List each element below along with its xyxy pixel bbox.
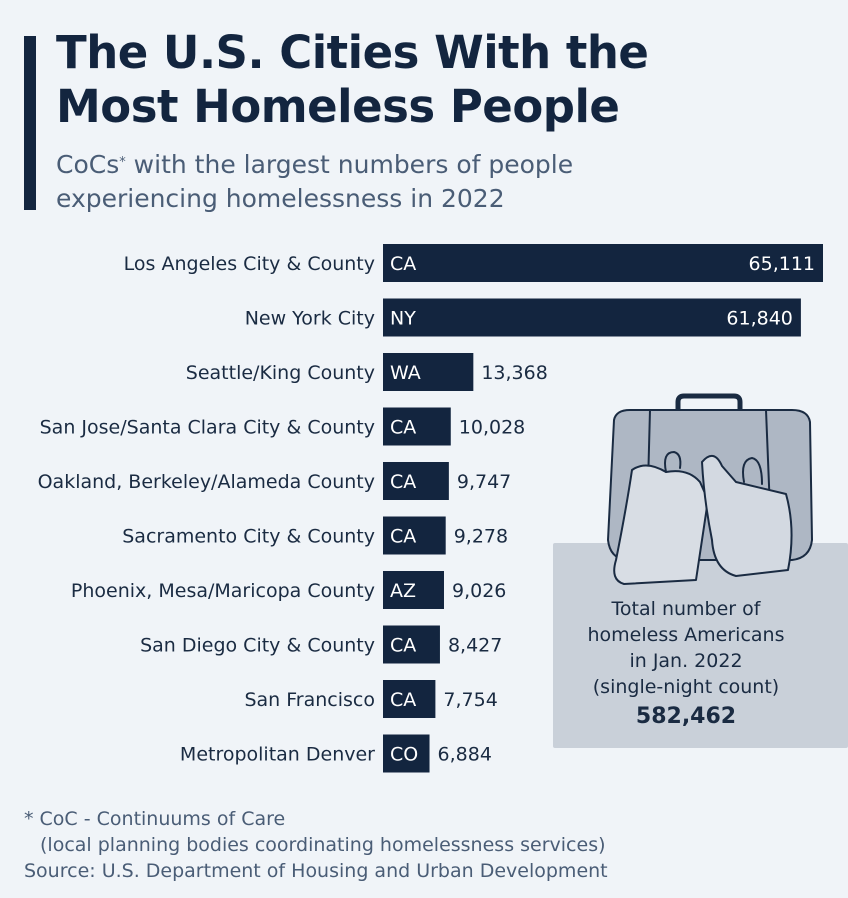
bag-icon [607,393,813,585]
value-label: 9,026 [452,580,506,602]
info-line-3: in Jan. 2022 [629,650,743,672]
category-label: Sacramento City & County [122,526,375,548]
bar [383,516,446,555]
info-line-1: Total number of [611,598,761,620]
bar [383,625,440,664]
value-label: 9,278 [454,526,508,548]
value-label: 7,754 [443,689,497,711]
subtitle-line-2: experiencing homelessness in 2022 [56,184,505,213]
subtitle-asterisk: * [119,155,126,170]
category-label: Oakland, Berkeley/Alameda County [38,471,375,493]
subtitle-part-2: with the largest numbers of people [125,150,574,179]
category-label: New York City [245,308,375,330]
footnote-line-2: (local planning bodies coordinating home… [40,834,606,856]
info-total: 582,462 [635,704,737,729]
page-title: The U.S. Cities With the Most Homeless P… [56,26,836,134]
state-label: NY [390,308,416,330]
bar [383,407,451,446]
value-label: 6,884 [438,744,492,766]
title-line-2: Most Homeless People [56,80,620,133]
category-label: Metropolitan Denver [180,744,375,766]
footnote-line-1: * CoC - Continuums of Care [24,808,286,830]
title-accent-bar [24,36,36,210]
value-label: 10,028 [459,417,525,439]
info-line-4: (single-night count) [592,676,780,698]
bar [383,353,474,391]
category-label: Los Angeles City & County [124,253,375,275]
bar [383,571,444,609]
state-label: CA [390,471,416,493]
category-label: Phoenix, Mesa/Maricopa County [71,580,375,602]
state-label: WA [390,362,421,384]
plastic-bag-handle-right [742,457,763,485]
subtitle-part-1: CoCs [56,150,120,179]
value-label: 61,840 [726,308,792,330]
value-label: 65,111 [749,253,815,275]
bar [383,298,801,337]
bar [383,734,430,773]
value-label: 8,427 [448,635,502,657]
plastic-bag-handle-left [664,451,682,473]
value-label: 13,368 [481,362,547,384]
state-label: CA [390,689,416,711]
footnote: * CoC - Continuums of Care (local planni… [24,806,824,884]
subtitle-line-1: CoCs* with the largest numbers of people [56,148,756,182]
bar-chart: Los Angeles City & County CA 65,111 New Yor… [38,244,823,773]
plastic-bag-right [701,455,793,577]
state-label: AZ [390,580,416,602]
value-label: 9,747 [457,471,511,493]
state-label: CA [390,417,416,439]
bar [383,244,823,282]
info-box [553,543,848,748]
category-label: Seattle/King County [186,362,375,384]
page-subtitle: CoCs* with the largest numbers of people… [56,148,756,216]
info-description: Total number of homeless Americans in Ja… [553,596,819,700]
bar [383,680,436,718]
bag-handle [675,393,743,417]
state-label: CO [390,744,418,766]
bar [383,462,449,500]
category-label: San Diego City & County [140,635,375,657]
state-label: CA [390,253,416,275]
state-label: CA [390,635,416,657]
info-line-2: homeless Americans [587,624,785,646]
category-label: San Francisco [244,689,375,711]
title-line-1: The U.S. Cities With the [56,26,649,79]
category-label: San Jose/Santa Clara City & County [40,417,375,439]
state-label: CA [390,526,416,548]
source-text: Source: U.S. Department of Housing and U… [24,860,608,882]
